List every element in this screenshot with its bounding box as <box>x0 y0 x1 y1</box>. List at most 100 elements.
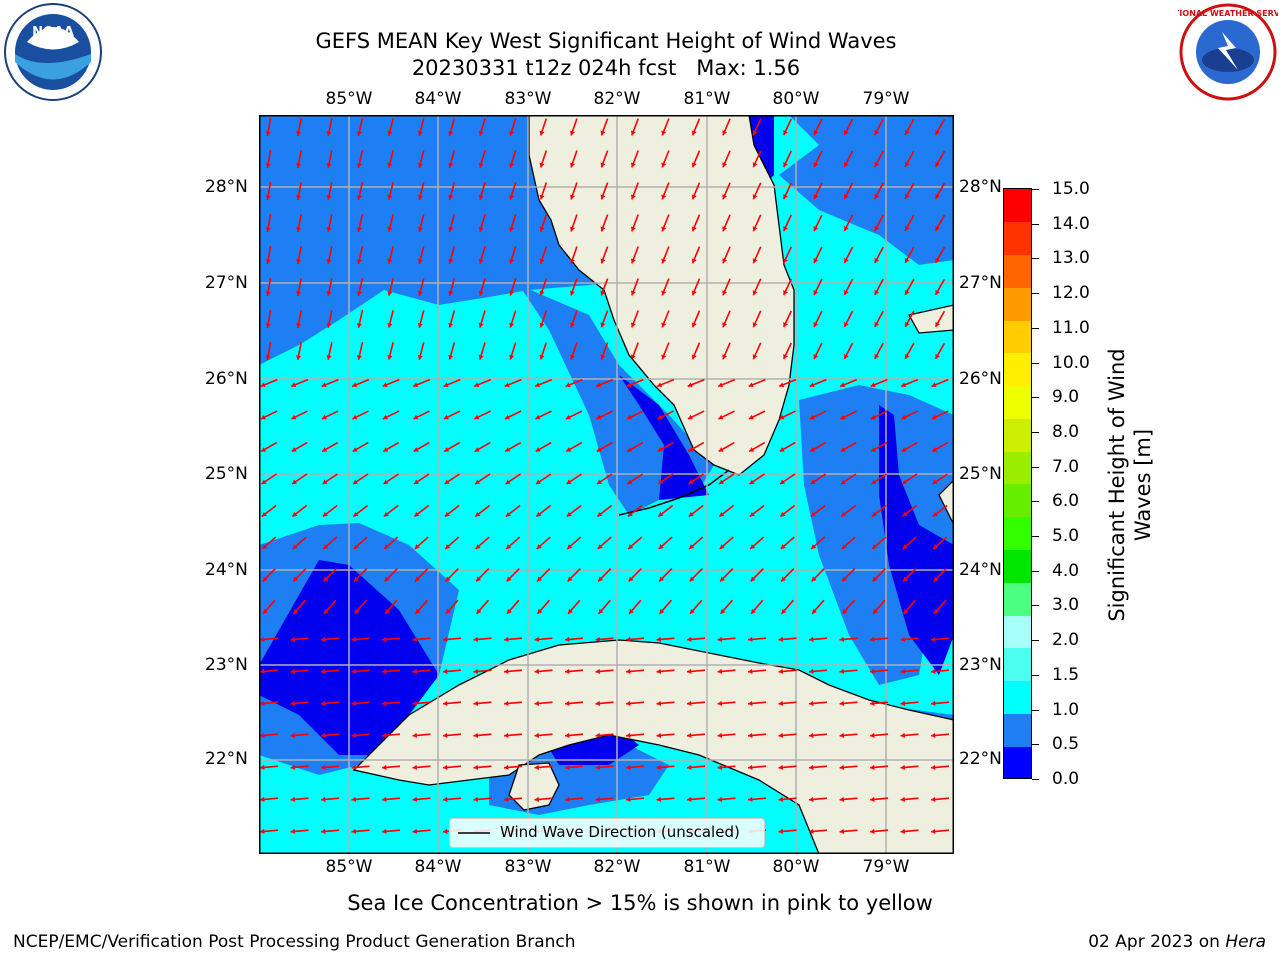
wind-wave-arrowhead <box>570 322 575 328</box>
wind-wave-arrowhead <box>444 447 450 452</box>
wind-wave-arrowhead <box>293 608 299 614</box>
wind-wave-arrowhead <box>321 700 326 706</box>
wind-wave-arrowhead <box>595 668 601 674</box>
wind-wave-arrowhead <box>813 290 819 296</box>
wind-wave-arrowhead <box>260 700 265 706</box>
wind-wave-arrowhead <box>321 414 327 420</box>
wind-wave-arrowhead <box>629 608 634 614</box>
wind-wave-arrowhead <box>659 608 665 614</box>
wind-wave-arrowhead <box>412 796 418 802</box>
wind-wave-arrowhead <box>626 382 632 388</box>
colorbar-tick-mark <box>1032 397 1039 399</box>
wind-wave-arrowhead <box>900 796 906 802</box>
wind-wave-arrowhead <box>598 576 604 582</box>
wind-wave-arrowhead <box>751 608 756 614</box>
wind-wave-arrowhead <box>722 194 727 200</box>
wind-wave-arrowhead <box>505 447 511 452</box>
wind-wave-arrowhead <box>597 479 603 484</box>
wind-wave-arrowhead <box>539 130 545 136</box>
wind-wave-arrowhead <box>504 796 509 802</box>
wind-wave-arrowhead <box>387 194 393 200</box>
wind-wave-arrowhead <box>263 608 268 614</box>
wind-wave-arrowhead <box>809 700 814 706</box>
wind-wave-arrowhead <box>565 732 570 738</box>
wind-wave-arrowhead <box>536 511 542 517</box>
map-legend: Wind Wave Direction (unscaled) <box>449 818 765 848</box>
wind-wave-arrowhead <box>326 259 332 264</box>
wind-wave-arrowhead <box>781 576 787 582</box>
wind-wave-arrowhead <box>600 130 606 136</box>
wind-wave-arrowhead <box>748 796 753 802</box>
wind-wave-arrowhead <box>931 414 937 420</box>
lat-label: 27°N <box>205 273 248 293</box>
wind-wave-arrowhead <box>627 511 633 517</box>
colorbar-tick-mark <box>1032 570 1039 572</box>
wind-wave-arrowhead <box>443 636 448 642</box>
colorbar-tick-label: 2.0 <box>1052 630 1080 651</box>
wind-wave-arrowhead <box>290 796 296 802</box>
wind-wave-arrowhead <box>321 764 326 770</box>
wind-wave-arrowhead <box>473 796 479 802</box>
lat-label: 26°N <box>959 369 1002 389</box>
wind-wave-arrowhead <box>290 700 296 706</box>
wind-wave-arrowhead <box>778 796 784 802</box>
wind-wave-arrowhead <box>260 764 265 770</box>
wind-wave-arrowhead <box>627 447 633 452</box>
wind-wave-arrowhead <box>810 447 816 452</box>
wind-wave-arrowhead <box>600 194 606 200</box>
wind-wave-arrowhead <box>265 131 271 136</box>
wind-wave-arrowhead <box>661 194 667 200</box>
wind-wave-arrowhead <box>382 382 388 388</box>
wind-wave-arrowhead <box>722 258 727 264</box>
wind-wave-arrowhead <box>534 764 540 770</box>
wind-wave-arrowhead <box>783 226 788 232</box>
wind-wave-arrowhead <box>265 195 271 200</box>
colorbar-segment <box>1004 615 1032 649</box>
wind-wave-arrowhead <box>691 226 697 232</box>
wind-wave-arrowhead <box>265 291 271 296</box>
wind-wave-arrowhead <box>904 193 910 199</box>
wind-wave-arrowhead <box>595 700 601 706</box>
wind-wave-arrowhead <box>509 258 515 264</box>
colorbar-frame <box>1003 188 1032 779</box>
wind-wave-arrowhead <box>417 162 423 168</box>
wind-wave-arrowhead <box>687 636 692 642</box>
lat-label: 26°N <box>205 369 248 389</box>
wind-wave-arrowhead <box>903 608 909 614</box>
wind-wave-arrowhead <box>781 608 787 614</box>
wind-wave-arrowhead <box>687 732 692 738</box>
wind-wave-arrowhead <box>870 636 875 642</box>
wind-wave-arrowhead <box>598 608 604 614</box>
wind-wave-arrowhead <box>722 130 727 136</box>
svg-text:NOAA: NOAA <box>32 25 74 40</box>
wind-wave-arrowhead <box>260 796 265 802</box>
wind-wave-arrowhead <box>841 511 847 517</box>
wind-wave-arrowhead <box>752 194 758 200</box>
wind-wave-arrowhead <box>661 130 667 136</box>
wind-wave-arrowhead <box>326 291 332 296</box>
wind-wave-arrowhead <box>661 354 667 360</box>
wind-wave-arrowhead <box>904 353 910 359</box>
wind-wave-arrowhead <box>384 576 390 582</box>
wind-wave-arrowhead <box>443 382 449 388</box>
wind-wave-arrowhead <box>382 636 387 642</box>
wind-wave-arrowhead <box>476 608 482 614</box>
wind-wave-arrowhead <box>811 576 817 582</box>
colorbar-tick-label: 13.0 <box>1052 248 1090 269</box>
wind-wave-arrowhead <box>871 511 877 517</box>
wind-wave-arrowhead <box>717 732 723 738</box>
wind-wave-arrowhead <box>626 764 631 770</box>
lat-label: 25°N <box>205 464 248 484</box>
wind-wave-arrowhead <box>779 382 785 388</box>
wind-wave-arrowhead <box>445 544 451 549</box>
wind-wave-arrowhead <box>504 382 510 388</box>
wind-wave-arrowhead <box>842 576 848 582</box>
wind-wave-arrowhead <box>509 194 515 200</box>
wind-wave-arrowhead <box>873 608 878 614</box>
colorbar-segment <box>1004 320 1032 354</box>
wind-wave-arrowhead <box>933 544 939 549</box>
wind-wave-arrowhead <box>417 354 423 360</box>
wind-wave-arrowhead <box>656 700 662 706</box>
wind-wave-arrowhead <box>570 130 575 136</box>
wind-wave-arrowhead <box>321 796 326 802</box>
